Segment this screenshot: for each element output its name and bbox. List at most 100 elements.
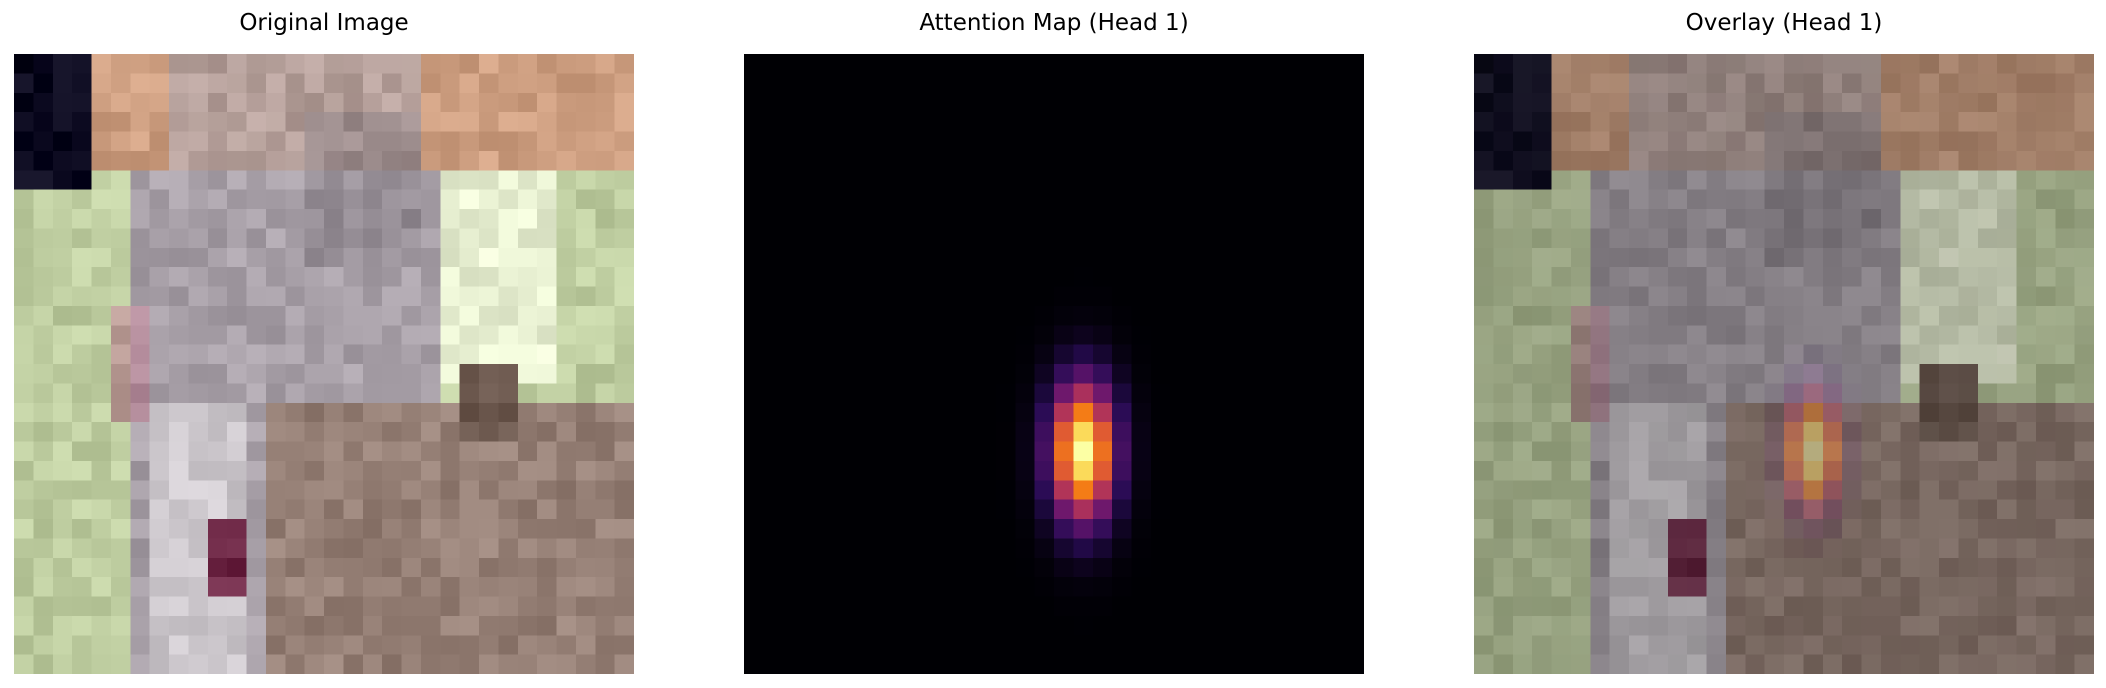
overlay-pixel [1764,150,1785,171]
pixel [382,422,402,442]
pixel [72,383,92,404]
pixel [227,538,247,559]
pixel [188,557,209,578]
overlay-pixel [1822,150,1843,171]
overlay-pixel [1784,577,1804,597]
overlay-pixel [1590,615,1611,636]
attention-pixel [995,170,1016,191]
overlay-pixel [1745,344,1766,365]
attention-pixel [1073,54,1094,74]
pixel [517,596,538,617]
attention-pixel [1015,131,1036,152]
attention-pixel [1267,305,1287,326]
overlay-pixel [2016,267,2037,287]
pixel [517,131,538,152]
attention-pixel [744,54,764,74]
attention-pixel [937,112,958,132]
attention-pixel [1267,267,1287,287]
overlay-pixel [1939,150,1959,171]
attention-pixel [879,92,900,113]
overlay-pixel [1861,305,1882,326]
overlay-pixel [2074,228,2094,249]
overlay-pixel [1725,209,1746,229]
attention-pixel [1034,383,1055,404]
attention-pixel [744,364,764,384]
pixel [52,577,73,597]
pixel [343,344,364,365]
overlay-pixel [1745,519,1766,539]
overlay-pixel [1687,247,1707,268]
overlay-pixel [1590,344,1611,365]
overlay-pixel [1939,73,1959,94]
overlay-pixel [1803,131,1824,152]
overlay-pixel [1667,441,1688,462]
attention-pixel [918,615,939,636]
pixel [207,635,228,656]
overlay-pixel [1997,499,2017,520]
attention-pixel [1286,383,1307,404]
overlay-pixel [1706,402,1727,423]
pixel [285,189,306,210]
attention-pixel [840,422,861,442]
attention-pixel [1112,247,1132,268]
attention-pixel [802,150,822,171]
pixel [362,538,383,559]
pixel [207,402,228,423]
attention-pixel [1344,344,1364,365]
overlay-pixel [1880,344,1901,365]
attention-pixel [1209,267,1229,287]
pixel [440,596,461,617]
pixel [72,325,92,346]
overlay-pixel [1861,325,1882,346]
pixel [362,325,383,346]
overlay-pixel [1570,402,1591,423]
overlay-pixel [1880,150,1901,171]
pixel [285,267,306,287]
attention-pixel [1054,150,1074,171]
overlay-pixel [2074,596,2094,617]
pixel [382,267,402,287]
attention-pixel [1054,364,1074,384]
overlay-pixel [1570,557,1591,578]
overlay-pixel [1532,344,1552,365]
attention-pixel [1073,499,1094,520]
attention-pixel [1228,596,1249,617]
overlay-pixel [1590,402,1611,423]
overlay-pixel [1939,170,1959,191]
overlay-pixel [1648,344,1669,365]
pixel [207,267,228,287]
attention-pixel [1305,364,1326,384]
overlay-pixel [1861,422,1882,442]
attention-pixel [918,131,939,152]
attention-pixel [802,557,822,578]
pixel [110,402,131,423]
pixel [169,325,189,346]
overlay-pixel [1977,305,1998,326]
overlay-pixel [1590,557,1611,578]
pixel [72,441,92,462]
pixel [33,422,54,442]
overlay-pixel [1629,654,1649,674]
overlay-pixel [1764,325,1785,346]
overlay-pixel [1687,228,1707,249]
pixel [188,344,209,365]
attention-pixel [1267,557,1287,578]
overlay-pixel [1842,635,1862,656]
attention-pixel [937,131,958,152]
pixel [207,615,228,636]
attention-pixel [1286,519,1307,539]
overlay-pixel [1939,228,1959,249]
overlay-pixel [1532,538,1552,559]
attention-pixel [744,73,764,94]
overlay-pixel [1629,92,1649,113]
pixel [207,538,228,559]
overlay-pixel [1474,441,1494,462]
attention-pixel [957,286,977,307]
attention-pixel [1112,383,1132,404]
pixel [72,209,92,229]
pixel [498,267,519,287]
attention-pixel [995,247,1016,268]
attention-pixel [957,441,977,462]
overlay-pixel [1570,286,1591,307]
overlay-pixel [1629,460,1649,481]
